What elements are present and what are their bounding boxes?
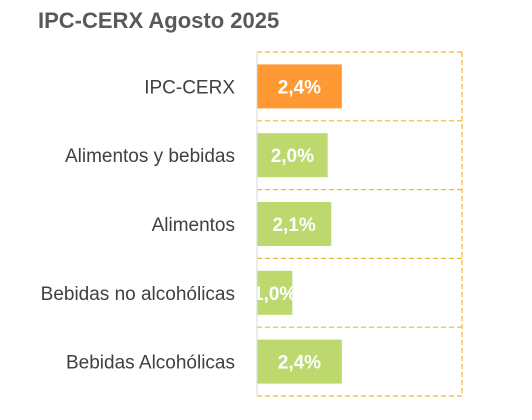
bar (257, 202, 332, 246)
bar (257, 339, 342, 384)
bar (257, 133, 328, 178)
chart-title: IPC-CERX Agosto 2025 (38, 8, 280, 33)
bar (257, 270, 293, 315)
data-label: 2,1% (272, 215, 315, 236)
category-label: Bebidas no alcohólicas (41, 284, 235, 305)
bar (257, 64, 342, 109)
category-label: IPC-CERX (144, 77, 235, 98)
data-label: 2,4% (278, 353, 321, 374)
data-label: 2,0% (271, 146, 314, 167)
category-label: Alimentos (152, 215, 235, 236)
data-label: 1,0% (253, 284, 296, 305)
data-label: 2,4% (278, 77, 321, 98)
category-label: Bebidas Alcohólicas (66, 353, 235, 374)
category-label: Alimentos y bebidas (65, 146, 235, 167)
